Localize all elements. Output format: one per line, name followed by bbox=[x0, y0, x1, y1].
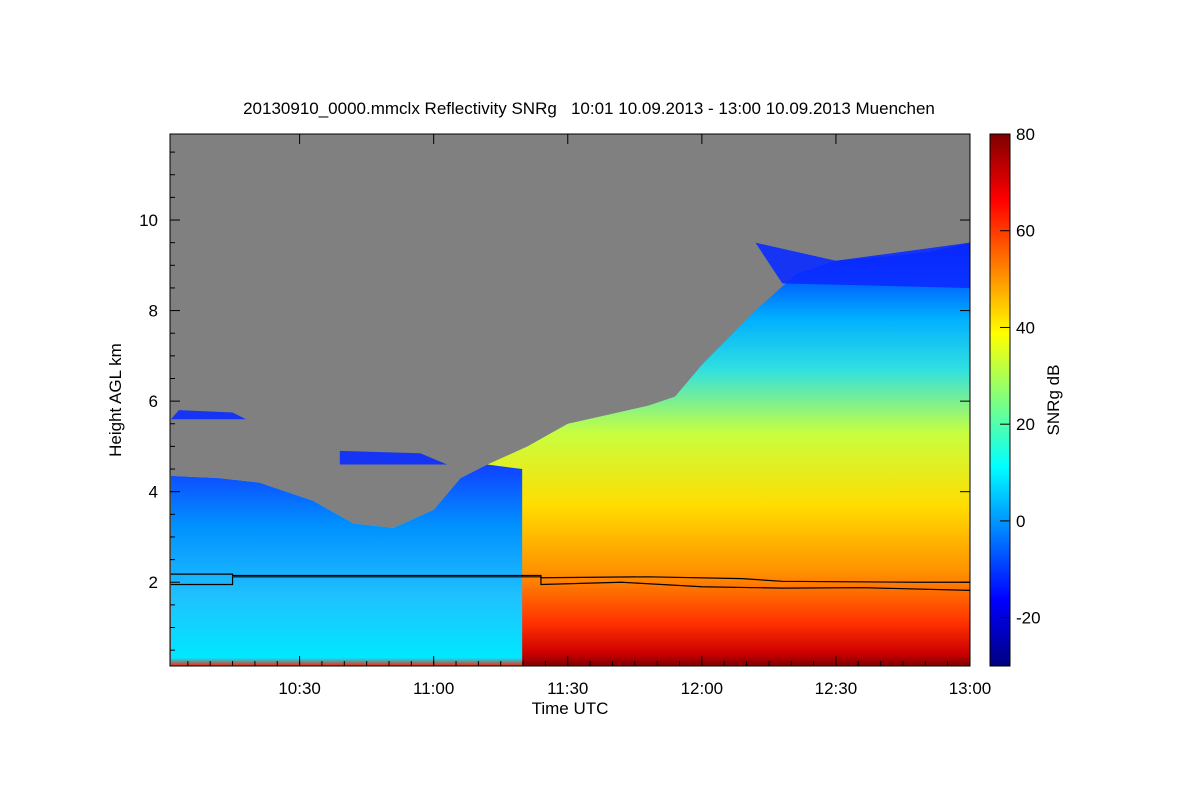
x-tick-label: 10:30 bbox=[278, 679, 321, 698]
clear-air-region bbox=[170, 464, 523, 666]
cloud-layer bbox=[755, 242, 970, 288]
y-tick-label: 2 bbox=[149, 573, 158, 592]
x-tick-label: 11:30 bbox=[547, 679, 588, 698]
colorbar-label: SNRg dB bbox=[1044, 365, 1063, 436]
boundary-layer-line bbox=[170, 573, 970, 583]
colorbar-tick-label: 0 bbox=[1016, 512, 1025, 531]
colorbar-tick-label: 60 bbox=[1016, 222, 1035, 241]
colorbar-gradient bbox=[989, 133, 1011, 667]
cloud-layer bbox=[339, 450, 448, 465]
chart-title: 20130910_0000.mmclx Reflectivity SNRg 10… bbox=[243, 99, 935, 118]
x-axis: 10:30 11:00 11:30 12:00 12:30 13:00 bbox=[187, 134, 992, 698]
y-tick-label: 10 bbox=[139, 211, 158, 230]
cloud-layer bbox=[170, 410, 246, 420]
boundary-layer-line bbox=[170, 576, 970, 591]
plot-frame bbox=[169, 133, 971, 667]
colorbar-tick-label: 40 bbox=[1016, 318, 1035, 337]
x-tick-label: 13:00 bbox=[949, 679, 992, 698]
colorbar-tick-label: 20 bbox=[1016, 415, 1035, 434]
colorbar-tick-label: -20 bbox=[1016, 609, 1041, 628]
y-axis: 2 4 6 8 10 bbox=[139, 151, 970, 651]
boundary-layer-lines bbox=[170, 573, 970, 591]
x-axis-label: Time UTC bbox=[532, 699, 609, 718]
y-tick-label: 6 bbox=[149, 392, 158, 411]
y-axis-label: Height AGL km bbox=[106, 343, 125, 457]
y-tick-label: 4 bbox=[149, 483, 158, 502]
plot-area bbox=[170, 134, 970, 666]
colorbar: 80 60 40 20 0 -20 SNRg dB bbox=[989, 125, 1063, 667]
x-tick-label: 11:00 bbox=[413, 679, 454, 698]
x-tick-label: 12:00 bbox=[681, 679, 724, 698]
reflectivity-field bbox=[170, 242, 970, 666]
y-tick-label: 8 bbox=[149, 302, 158, 321]
colorbar-ticks: 80 60 40 20 0 -20 bbox=[1000, 125, 1041, 628]
colorbar-tick-label: 80 bbox=[1016, 125, 1035, 144]
x-tick-label: 12:30 bbox=[815, 679, 858, 698]
